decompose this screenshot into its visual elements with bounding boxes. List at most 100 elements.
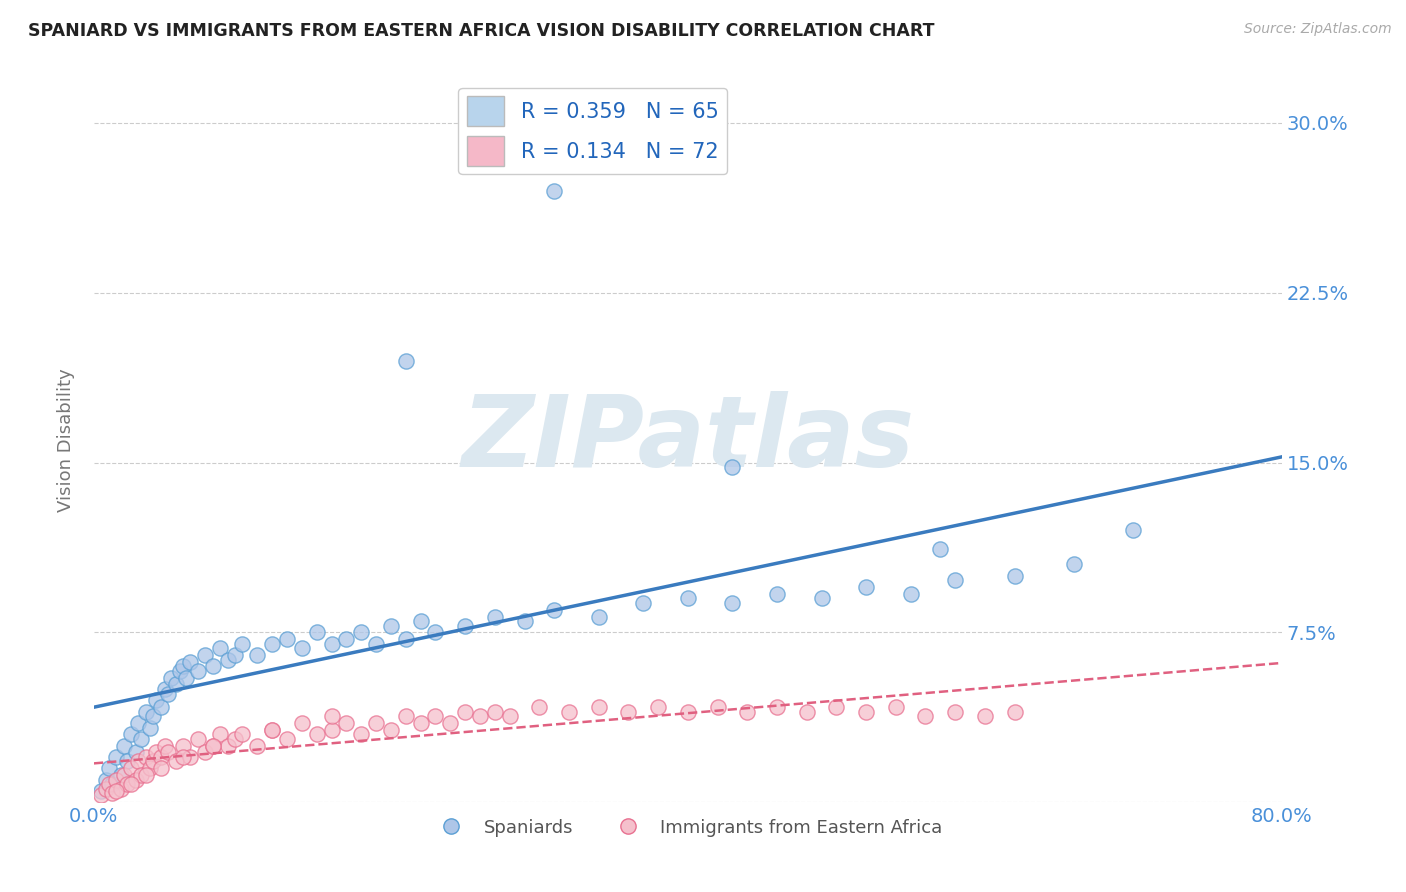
- Point: [543, 184, 565, 198]
- Point: [409, 614, 432, 628]
- Point: [217, 652, 239, 666]
- Point: [149, 761, 172, 775]
- Point: [276, 632, 298, 647]
- Point: [224, 731, 246, 746]
- Point: [179, 750, 201, 764]
- Point: [543, 603, 565, 617]
- Point: [276, 731, 298, 746]
- Point: [115, 777, 138, 791]
- Point: [145, 746, 167, 760]
- Point: [145, 693, 167, 707]
- Point: [194, 648, 217, 662]
- Point: [706, 700, 728, 714]
- Point: [350, 727, 373, 741]
- Point: [165, 677, 187, 691]
- Point: [1004, 568, 1026, 582]
- Point: [409, 716, 432, 731]
- Point: [100, 777, 122, 791]
- Point: [124, 772, 146, 787]
- Point: [335, 716, 357, 731]
- Point: [262, 723, 284, 737]
- Point: [112, 768, 135, 782]
- Point: [201, 659, 224, 673]
- Point: [914, 709, 936, 723]
- Point: [172, 750, 194, 764]
- Point: [120, 727, 142, 741]
- Point: [90, 784, 112, 798]
- Point: [246, 739, 269, 753]
- Point: [395, 632, 418, 647]
- Point: [160, 671, 183, 685]
- Point: [810, 591, 832, 606]
- Point: [127, 716, 149, 731]
- Point: [766, 587, 789, 601]
- Point: [165, 755, 187, 769]
- Y-axis label: Vision Disability: Vision Disability: [58, 368, 75, 512]
- Point: [201, 739, 224, 753]
- Point: [454, 618, 477, 632]
- Point: [224, 648, 246, 662]
- Point: [973, 709, 995, 723]
- Point: [721, 460, 744, 475]
- Point: [110, 768, 132, 782]
- Point: [246, 648, 269, 662]
- Point: [169, 664, 191, 678]
- Point: [115, 755, 138, 769]
- Point: [131, 768, 153, 782]
- Point: [425, 625, 447, 640]
- Point: [350, 625, 373, 640]
- Point: [97, 777, 120, 791]
- Point: [120, 761, 142, 775]
- Point: [617, 705, 640, 719]
- Point: [262, 637, 284, 651]
- Point: [721, 596, 744, 610]
- Point: [364, 637, 387, 651]
- Point: [321, 637, 343, 651]
- Point: [321, 723, 343, 737]
- Point: [105, 784, 128, 798]
- Point: [380, 618, 402, 632]
- Point: [633, 596, 655, 610]
- Point: [735, 705, 758, 719]
- Point: [139, 761, 162, 775]
- Point: [231, 727, 253, 741]
- Point: [588, 700, 610, 714]
- Point: [484, 705, 506, 719]
- Point: [120, 777, 142, 791]
- Point: [1122, 524, 1144, 538]
- Point: [172, 739, 194, 753]
- Point: [855, 580, 877, 594]
- Point: [1004, 705, 1026, 719]
- Point: [425, 709, 447, 723]
- Point: [796, 705, 818, 719]
- Text: ZIPatlas: ZIPatlas: [461, 392, 914, 488]
- Point: [153, 681, 176, 696]
- Point: [209, 641, 232, 656]
- Point: [157, 746, 180, 760]
- Point: [90, 789, 112, 803]
- Point: [335, 632, 357, 647]
- Point: [454, 705, 477, 719]
- Point: [766, 700, 789, 714]
- Point: [321, 709, 343, 723]
- Point: [112, 739, 135, 753]
- Text: SPANIARD VS IMMIGRANTS FROM EASTERN AFRICA VISION DISABILITY CORRELATION CHART: SPANIARD VS IMMIGRANTS FROM EASTERN AFRI…: [28, 22, 935, 40]
- Point: [305, 727, 328, 741]
- Point: [97, 761, 120, 775]
- Point: [157, 687, 180, 701]
- Point: [149, 750, 172, 764]
- Point: [291, 716, 314, 731]
- Point: [647, 700, 669, 714]
- Point: [676, 705, 699, 719]
- Point: [94, 781, 117, 796]
- Point: [209, 727, 232, 741]
- Point: [900, 587, 922, 601]
- Point: [179, 655, 201, 669]
- Point: [187, 731, 209, 746]
- Point: [231, 637, 253, 651]
- Point: [395, 353, 418, 368]
- Point: [149, 700, 172, 714]
- Point: [131, 731, 153, 746]
- Point: [124, 746, 146, 760]
- Point: [439, 716, 461, 731]
